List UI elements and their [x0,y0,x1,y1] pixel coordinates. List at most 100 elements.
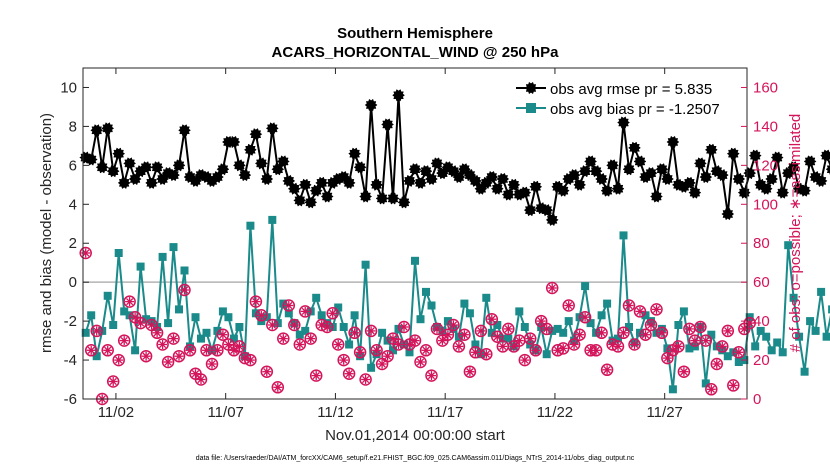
bias-point [564,317,573,326]
obs-possible-point [266,318,279,332]
obs-possible-point [622,299,636,312]
rmse-point [556,184,570,197]
rmse-point [666,135,680,149]
footnote: data file: /Users/raeder/DAI/ATM_forcXX/… [196,455,635,462]
bias-point [625,323,633,331]
rmse-point [139,161,153,174]
obs-assimilated-stroke [504,325,512,333]
obs-possible-point [447,318,460,332]
obs-assimilated-point [136,318,146,328]
bias-point [685,344,694,353]
obs-assimilated-point [410,336,420,346]
obs-possible-point [106,375,120,388]
bias-point [762,332,771,341]
obs-assimilated-point [591,345,601,355]
rmse-point [776,186,790,199]
rmse-point [243,143,257,156]
obs-assimilated-point [679,367,689,377]
obs-possible-point [474,324,488,338]
obs-assimilated-stroke [422,346,430,354]
obs-assimilated-stroke [592,346,600,354]
obs-assimilated-stroke [658,329,666,337]
obs-assimilated-stroke [202,346,211,354]
obs-assimilated-point [141,351,151,361]
rmse-point [600,184,614,197]
rmse-point [315,176,329,189]
obs-assimilated-stroke [466,368,474,376]
obs-possible-point [644,318,658,332]
obs-assimilated-stroke [537,317,545,325]
rmse-point [578,165,592,178]
bias-point [389,346,397,355]
obs-assimilated-point [531,345,541,355]
bias-point [422,287,430,296]
obs-assimilated-stroke [378,360,386,368]
obs-assimilated-stroke [641,331,650,339]
obs-possible-point [441,328,455,341]
bias-point [411,256,419,265]
rmse-point [172,159,186,172]
rmse-point [803,155,817,168]
rmse-point [573,178,587,191]
obs-assimilated-point [470,347,480,357]
obs-possible-point [101,344,114,357]
obs-assimilated-stroke [636,307,644,316]
bias-point [817,287,826,296]
obs-assimilated-point [569,340,579,349]
rmse-point [567,168,581,182]
obs-possible-point [156,338,169,351]
obs-possible-point [216,328,230,341]
obs-assimilated-stroke [351,329,359,337]
bias-point [443,317,452,326]
bias-point [756,326,765,335]
obs-assimilated-stroke [208,360,216,368]
obs-assimilated-stroke [235,342,244,351]
obs-assimilated-stroke [647,321,655,329]
obs-assimilated-point [575,330,585,340]
obs-possible-point [710,357,724,371]
y-axis-label-right: # of obs: o=possible; ∗=assimilated [787,114,804,353]
obs-assimilated-point [597,328,607,338]
obs-assimilated-point [119,336,129,346]
bias-point [504,334,513,343]
rmse-point [814,174,828,188]
rmse-point [748,149,762,162]
plot-frame [82,67,748,400]
rmse-point [117,176,131,189]
obs-assimilated-point [278,334,288,344]
bias-point [553,324,562,333]
rmse-point [606,159,619,172]
obs-possible-point [172,349,186,363]
bias-point [515,307,524,316]
rmse-point [90,124,104,137]
obs-assimilated-stroke [718,342,726,351]
obs-assimilated-point [481,349,491,359]
obs-possible-point [589,344,603,357]
obs-possible-point [672,340,685,353]
obs-assimilated-point [267,320,277,330]
rmse-point [342,176,356,189]
obs-assimilated-point [542,324,552,334]
bias-point [350,311,359,320]
obs-assimilated-stroke [372,346,381,354]
bias-point [317,311,326,320]
obs-possible-point [721,324,735,338]
legend: obs avg rmse pr = 5.835 obs avg bias pr … [516,81,720,118]
obs-possible-point [611,340,625,353]
obs-assimilated-point [536,316,546,326]
bias-point [767,346,776,355]
bias-point [109,321,118,329]
obs-assimilated-point [92,326,102,336]
rmse-point [84,153,98,166]
rmse-point [287,182,301,195]
obs-possible-point [677,365,691,378]
rmse-point [265,122,279,135]
bias-point [235,323,244,331]
obs-assimilated-point [158,340,168,349]
obs-assimilated-stroke [444,331,452,339]
obs-possible-point [705,383,718,396]
obs-possible-point [381,349,394,363]
obs-assimilated-point [547,283,557,293]
obs-assimilated-point [459,330,469,340]
left-tick-label: 2 [69,235,77,252]
